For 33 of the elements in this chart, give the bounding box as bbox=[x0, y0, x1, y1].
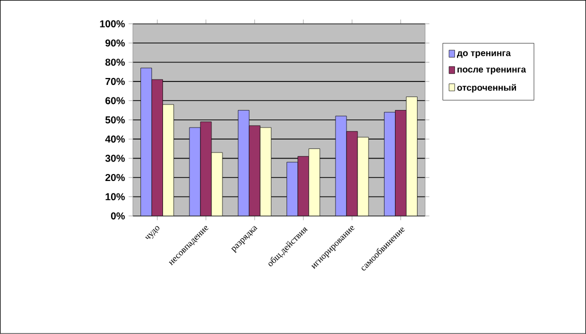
bar bbox=[346, 131, 358, 216]
bar bbox=[152, 79, 163, 216]
bar bbox=[260, 127, 272, 216]
bar bbox=[286, 162, 298, 216]
y-tick-label: 100% bbox=[100, 20, 125, 28]
y-tick-label: 90% bbox=[105, 40, 125, 47]
bar bbox=[308, 148, 320, 216]
bar bbox=[200, 122, 212, 216]
y-tick-label: 60% bbox=[105, 97, 125, 104]
y-tick-label: 50% bbox=[105, 116, 125, 124]
bar bbox=[357, 137, 369, 216]
x-tick-label: чудо bbox=[145, 226, 160, 239]
y-tick-label: 20% bbox=[105, 174, 125, 182]
bar bbox=[406, 96, 418, 216]
bar bbox=[189, 127, 201, 216]
bar bbox=[298, 156, 309, 216]
y-tick-label: 0% bbox=[111, 212, 125, 220]
bar bbox=[335, 116, 347, 216]
y-tick-label: 30% bbox=[105, 154, 125, 162]
legend-label: отсроченный bbox=[457, 84, 516, 93]
bar bbox=[211, 152, 223, 216]
bar bbox=[238, 110, 250, 216]
bar bbox=[162, 104, 174, 216]
y-tick-label: 10% bbox=[106, 193, 125, 200]
bar bbox=[384, 112, 396, 216]
bar bbox=[248, 126, 260, 216]
y-tick-label: 70% bbox=[105, 78, 125, 86]
y-tick-label: 40% bbox=[105, 136, 125, 143]
legend-label: до тренинга bbox=[456, 51, 511, 58]
bar bbox=[395, 110, 406, 216]
bar bbox=[140, 68, 152, 216]
legend-label: после тренинга bbox=[458, 68, 526, 74]
y-tick-label: 80% bbox=[105, 58, 125, 66]
